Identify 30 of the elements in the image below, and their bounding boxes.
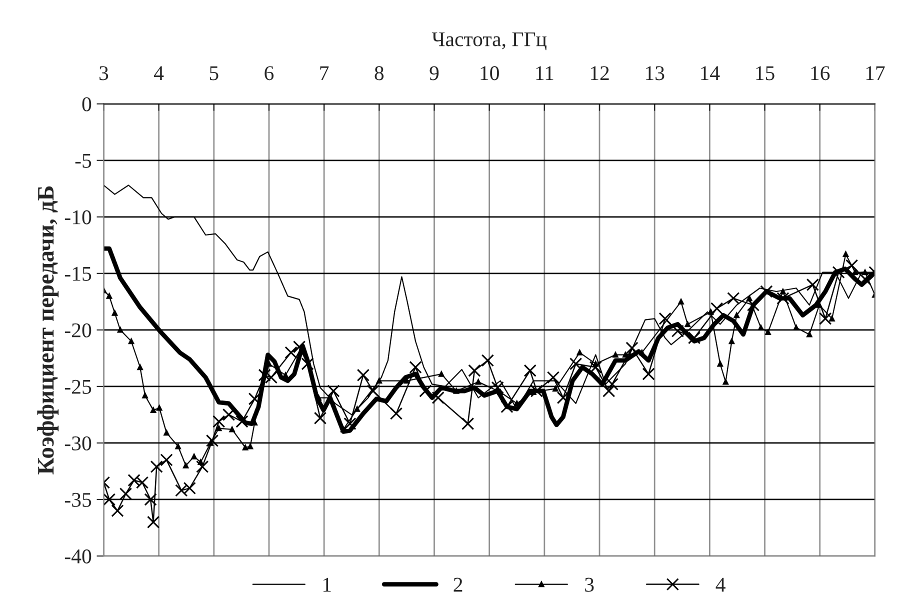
y-tick-label: -15 (64, 266, 92, 281)
x-tick-label: 8 (374, 66, 384, 80)
x-tick-label: 10 (480, 66, 499, 80)
x-tick-label: 14 (701, 66, 720, 80)
x-tick-label: 3 (100, 66, 108, 80)
y-tick-label: -40 (64, 549, 92, 564)
legend-label: 3 (585, 578, 594, 592)
x-tick-label: 12 (590, 66, 609, 80)
y-tick-label: 0 (82, 97, 92, 112)
x-tick-label: 13 (646, 66, 664, 80)
legend-label: 1 (323, 578, 331, 592)
x-tick-label: 15 (756, 66, 774, 80)
x-tick-label: 17 (866, 66, 885, 80)
legend-label: 2 (454, 578, 462, 592)
y-tick-label: -10 (64, 210, 92, 224)
x-tick-label: 11 (536, 66, 554, 80)
y-tick-label: -35 (64, 492, 92, 507)
x-tick-label: 6 (264, 66, 274, 80)
x-tick-label: 7 (320, 66, 329, 80)
x-axis-title: Частота, ГГц (432, 32, 546, 50)
legend-label: 4 (716, 578, 726, 592)
y-tick-label: -25 (64, 380, 92, 394)
y-tick-label: -5 (75, 154, 92, 168)
x-tick-label: 9 (430, 66, 439, 80)
x-tick-label: 4 (154, 66, 164, 80)
x-tick-label: 16 (811, 66, 830, 80)
y-axis-title: Коэффициент передачи, дБ (37, 186, 59, 474)
y-tick-label: -20 (64, 323, 92, 338)
x-tick-label: 5 (210, 66, 218, 80)
y-tick-label: -30 (64, 436, 92, 450)
